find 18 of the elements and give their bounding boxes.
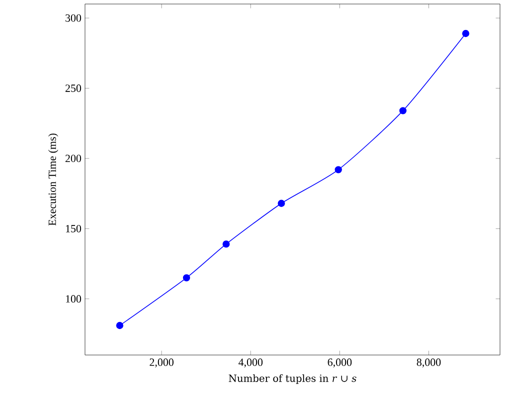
point <box>222 240 230 248</box>
y-tick-label: 300 <box>66 14 82 22</box>
x-tick-label: 6,000 <box>328 358 352 368</box>
point <box>116 322 124 330</box>
point <box>334 166 342 174</box>
point <box>399 107 407 114</box>
y-tick-label: 250 <box>66 84 82 92</box>
x-tick-label: 4,000 <box>238 358 263 368</box>
y-tick-label: 150 <box>66 224 82 232</box>
x-axis-title: Number of tuples in r ∪ s <box>228 374 356 384</box>
point <box>278 200 285 207</box>
x-tick-label: 8,000 <box>416 358 441 368</box>
x-tick-label: 2,000 <box>150 358 174 368</box>
point <box>462 30 470 38</box>
y-tick-label: 100 <box>66 295 82 303</box>
y-tick-label: 200 <box>66 154 82 162</box>
y-axis-title: Execution Time (ms) <box>48 134 58 226</box>
point <box>182 274 190 282</box>
